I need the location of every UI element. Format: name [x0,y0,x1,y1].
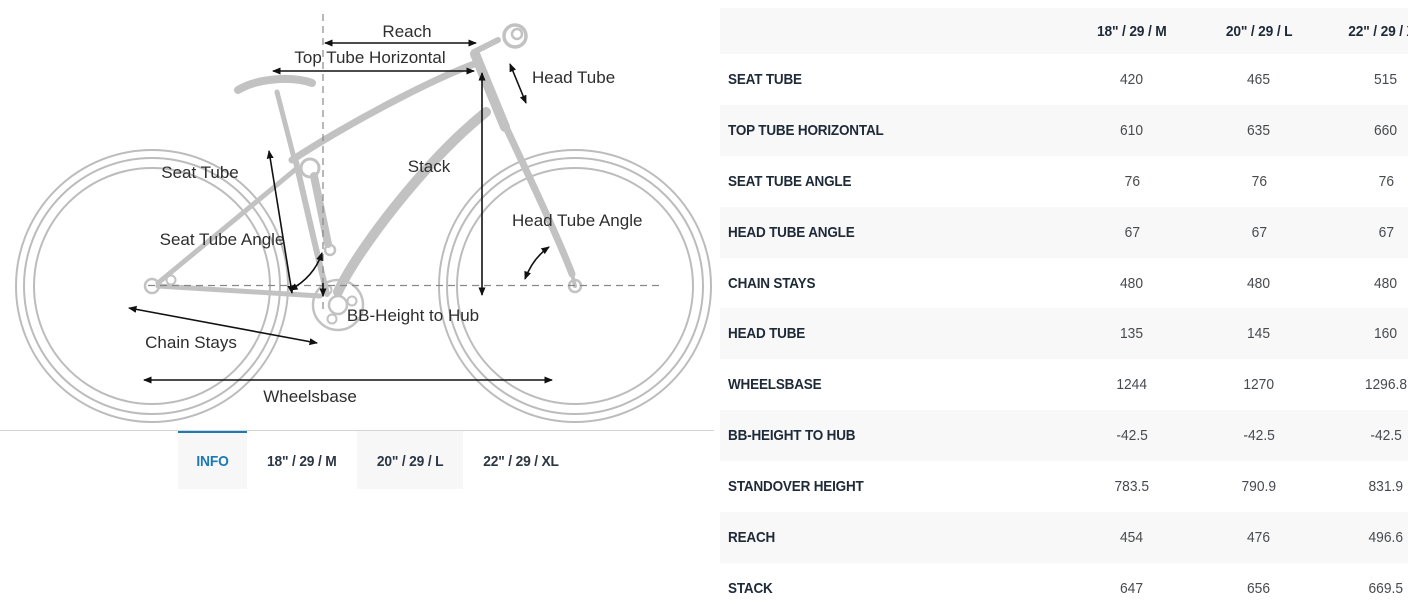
column-header: 22" / 29 / XL [1348,22,1408,40]
row-value: 635 [1247,121,1271,139]
table-row: HEAD TUBE 135 145 160 [720,308,1408,360]
tab-info-label: INFO [196,452,229,470]
column-header: 20" / 29 / L [1225,22,1293,40]
row-value: 1270 [1243,376,1275,394]
bb-height-to-hub-label: BB-Height to Hub [347,306,479,325]
seat-tube-angle-label: Seat Tube Angle [160,230,285,249]
row-value: 1244 [1116,376,1148,394]
row-value: 1296.8 [1364,376,1408,394]
construction-lines [148,14,660,310]
table-row: BB-HEIGHT TO HUB -42.5 -42.5 -42.5 [720,410,1408,462]
head-tube-angle-label: Head Tube Angle [512,211,642,230]
table-row: STANDOVER HEIGHT 783.5 790.9 831.9 [720,461,1408,512]
table-header-row: 18" / 29 / M 20" / 29 / L 22" / 29 / XL [720,8,1408,54]
row-value: 647 [1120,579,1144,597]
row-value: 790.9 [1241,478,1277,496]
table-row: SEAT TUBE ANGLE 76 76 76 [720,156,1408,207]
tab-info[interactable]: INFO [178,431,248,489]
row-value: 480 [1247,274,1271,292]
row-value: 454 [1120,528,1144,546]
row-value: 465 [1247,70,1271,88]
row-value: 76 [1378,172,1394,190]
row-value: 496.6 [1368,528,1404,546]
row-value: 515 [1374,70,1398,88]
table-row: CHAIN STAYS 480 480 480 [720,258,1408,309]
head-tube-label: Head Tube [532,68,615,87]
row-value: -42.5 [1370,427,1402,445]
top-tube-horizontal-label: Top Tube Horizontal [294,48,445,67]
row-label: STANDOVER HEIGHT [728,478,864,496]
row-value: 135 [1120,325,1144,343]
row-label: TOP TUBE HORIZONTAL [728,121,884,139]
row-value: 831.9 [1368,478,1404,496]
seat-tube-label: Seat Tube [161,163,239,182]
tab-size-22-29-xl[interactable]: 22" / 29 / XL [462,431,579,489]
row-label: WHEELSBASE [728,376,822,394]
row-value: 420 [1120,70,1144,88]
row-value: 67 [1124,223,1140,241]
row-value: 480 [1374,274,1398,292]
tab-size-18-29-m[interactable]: 18" / 29 / M [247,431,357,489]
row-value: 610 [1120,121,1144,139]
table-row: SEAT TUBE 420 465 515 [720,54,1408,105]
geometry-diagram-panel: Reach Top Tube Horizontal Head Tube Stac… [0,14,714,489]
tab-size-22-29-xl-label: 22" / 29 / XL [483,452,559,470]
bike-geometry-diagram: Reach Top Tube Horizontal Head Tube Stac… [15,14,712,423]
row-value: 76 [1251,172,1267,190]
row-label: STACK [728,579,773,597]
row-value: 660 [1374,121,1398,139]
row-label: HEAD TUBE [728,325,806,343]
table-row: WHEELSBASE 1244 1270 1296.8 [720,359,1408,410]
row-value: 669.5 [1368,579,1404,597]
row-value: 656 [1247,579,1271,597]
row-value: 145 [1247,325,1271,343]
size-tabs: INFO 18" / 29 / M 20" / 29 / L 22" / 29 … [178,431,579,489]
tab-size-20-29-l-label: 20" / 29 / L [376,452,444,470]
row-value: 76 [1124,172,1140,190]
stack-label: Stack [408,157,451,176]
row-label: BB-HEIGHT TO HUB [728,427,856,445]
row-value: -42.5 [1116,427,1148,445]
row-label: CHAIN STAYS [728,274,816,292]
row-value: 160 [1374,325,1398,343]
row-value: -42.5 [1243,427,1275,445]
table-row: STACK 647 656 669.5 [720,563,1408,614]
reach-label: Reach [382,22,431,41]
row-value: 67 [1251,223,1267,241]
tabs-divider [0,430,714,431]
row-value: 476 [1247,528,1271,546]
wheelsbase-label: Wheelsbase [263,387,357,406]
chain-stays-label: Chain Stays [145,333,237,352]
geometry-table: 18" / 29 / M 20" / 29 / L 22" / 29 / XL … [720,0,1408,614]
tab-size-20-29-l[interactable]: 20" / 29 / L [356,431,463,489]
row-label: SEAT TUBE [728,70,802,88]
dimension-arrows [128,39,553,384]
row-label: SEAT TUBE ANGLE [728,172,852,190]
tab-size-18-29-m-label: 18" / 29 / M [267,452,337,470]
row-value: 67 [1378,223,1394,241]
row-value: 783.5 [1114,478,1150,496]
row-value: 480 [1120,274,1144,292]
row-label: REACH [728,528,776,546]
row-label: HEAD TUBE ANGLE [728,223,855,241]
column-header: 18" / 29 / M [1097,22,1167,40]
table-row: HEAD TUBE ANGLE 67 67 67 [720,206,1408,258]
table-row: REACH 454 476 496.6 [720,512,1408,563]
table-row: TOP TUBE HORIZONTAL 610 635 660 [720,104,1408,156]
